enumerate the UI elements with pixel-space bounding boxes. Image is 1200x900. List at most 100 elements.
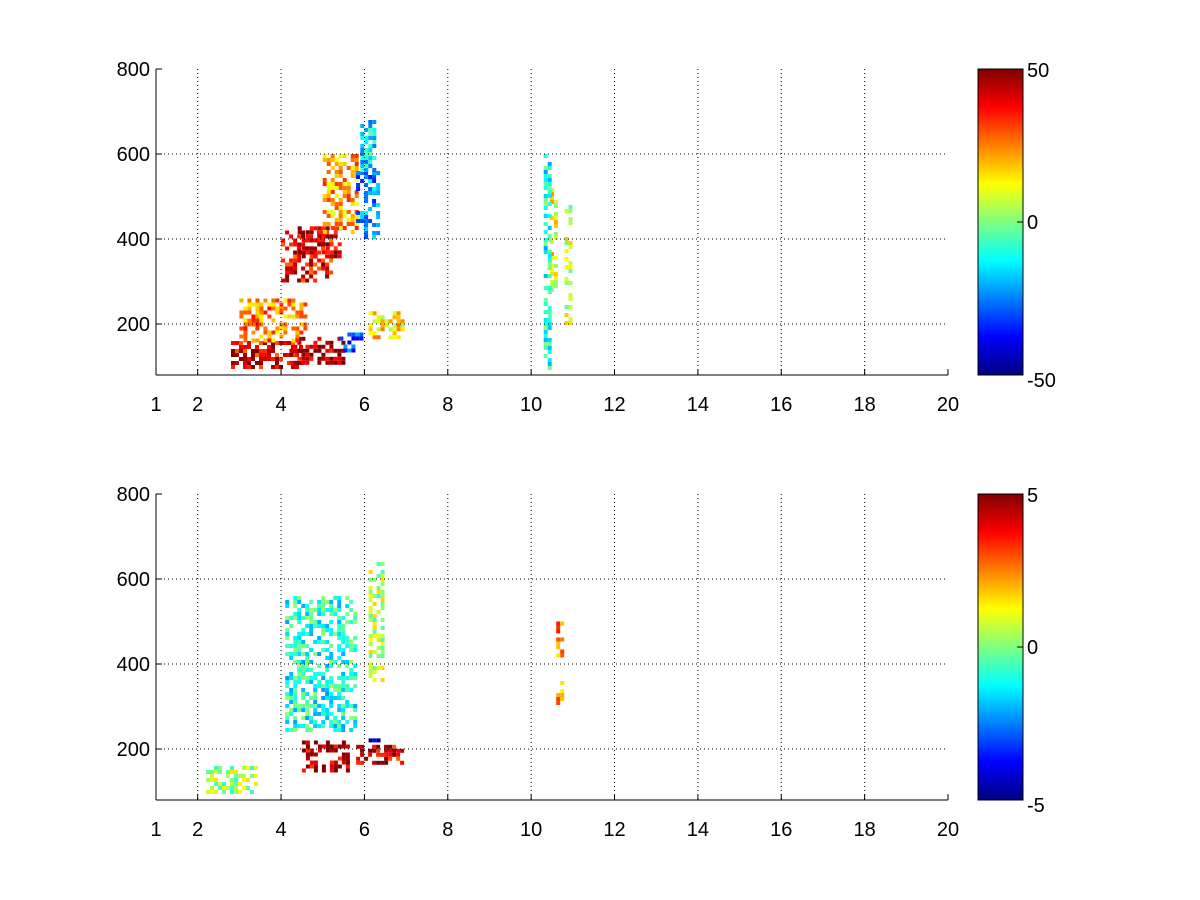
heatmap-cell [283, 326, 288, 331]
heatmap-cell [547, 306, 552, 310]
heatmap-cell [297, 278, 302, 283]
heatmap-cell [549, 252, 554, 256]
heatmap-cell [553, 200, 558, 204]
heatmap-cell [564, 257, 569, 261]
heatmap-cell [376, 183, 381, 187]
heatmap-cell [330, 186, 335, 190]
heatmap-cell [235, 341, 239, 345]
heatmap-cell [372, 594, 377, 598]
heatmap-cell [543, 166, 548, 170]
heatmap-cell [291, 338, 296, 343]
heatmap-cell [239, 298, 244, 303]
heatmap-cell [341, 360, 346, 365]
heatmap-cell [547, 358, 552, 362]
heatmap-cell [325, 748, 330, 753]
heatmap-cell [329, 764, 334, 769]
heatmap-cell [295, 330, 300, 335]
heatmap-cell [299, 361, 303, 365]
heatmap-cell [301, 632, 306, 636]
heatmap-cell [547, 226, 552, 230]
heatmap-cell [251, 318, 256, 323]
heatmap-cell [543, 154, 548, 158]
heatmap-cell [251, 353, 255, 357]
heatmap-cell [305, 278, 310, 283]
heatmap-cell [564, 241, 569, 245]
heatmap-cell [549, 196, 554, 200]
heatmap-cell [368, 191, 373, 195]
heatmap-cell [372, 187, 377, 191]
heatmap-cell [564, 265, 569, 269]
heatmap-cell [338, 182, 343, 186]
heatmap-cell [346, 186, 351, 190]
heatmap-cell [214, 778, 218, 782]
heatmap-cell [396, 327, 401, 332]
heatmap-cell [337, 604, 342, 608]
heatmap-cell [301, 242, 306, 247]
heatmap-cell [255, 326, 260, 331]
heatmap-cell [305, 712, 310, 716]
heatmap-cell [250, 766, 254, 770]
heatmap-cell [341, 340, 346, 345]
heatmap-cell [317, 612, 322, 616]
heatmap-cell [313, 720, 318, 724]
heatmap-cell [372, 634, 377, 638]
heatmap-cell [234, 782, 238, 786]
heatmap-cell [267, 302, 272, 307]
heatmap-cell [255, 338, 260, 343]
heatmap-cell [317, 636, 322, 640]
heatmap-cell [293, 716, 298, 720]
heatmap-cell [368, 164, 373, 168]
heatmap-cell [376, 315, 381, 320]
y-tick-label: 600 [117, 569, 150, 591]
heatmap-cell [568, 241, 573, 245]
heatmap-cell [309, 234, 314, 239]
heatmap-cell [329, 768, 334, 773]
heatmap-cell [372, 136, 377, 140]
heatmap-cell [329, 612, 334, 616]
heatmap-cell [356, 183, 361, 187]
heatmap-cell [556, 621, 561, 626]
heatmap-cell [560, 653, 565, 658]
heatmap-cell [368, 570, 373, 574]
heatmap-cell [547, 338, 552, 342]
heatmap-cell [295, 353, 299, 357]
heatmap-cell [359, 332, 364, 337]
heatmap-cell [289, 696, 294, 700]
heatmap-cell [547, 290, 552, 294]
x-tick-label: 20 [937, 819, 959, 841]
heatmap-cell [356, 211, 361, 215]
heatmap-cell [275, 326, 280, 331]
heatmap-cell [247, 302, 252, 307]
heatmap-cell [368, 614, 373, 618]
heatmap-cell [309, 356, 314, 361]
heatmap-cell [568, 265, 573, 269]
heatmap-cell [313, 760, 318, 765]
heatmap-cell [289, 258, 294, 263]
heatmap-cell [313, 652, 318, 656]
heatmap-cell [345, 664, 350, 668]
heatmap-cell [326, 182, 331, 186]
heatmap-cell [330, 154, 335, 158]
heatmap-cell [368, 650, 373, 654]
heatmap-cell [305, 230, 310, 235]
heatmap-cell [333, 748, 338, 753]
heatmap-cell [346, 194, 351, 198]
heatmap-cell [305, 748, 310, 753]
heatmap-cell [560, 693, 565, 697]
heatmap-cell [305, 652, 310, 656]
heatmap-cell [325, 348, 330, 353]
heatmap-cell [321, 768, 326, 773]
heatmap-cell [279, 306, 284, 311]
heatmap-cell [309, 608, 314, 612]
heatmap-cell [251, 302, 256, 307]
heatmap-cell [380, 678, 385, 682]
heatmap-cell [349, 668, 354, 672]
heatmap-cell [349, 600, 354, 604]
heatmap-cell [247, 365, 251, 369]
heatmap-cell [543, 330, 548, 334]
heatmap-cell [380, 315, 385, 320]
heatmap-cell [343, 348, 348, 353]
heatmap-cell [368, 160, 373, 164]
heatmap-cell [368, 152, 373, 156]
heatmap-cell [317, 250, 322, 255]
